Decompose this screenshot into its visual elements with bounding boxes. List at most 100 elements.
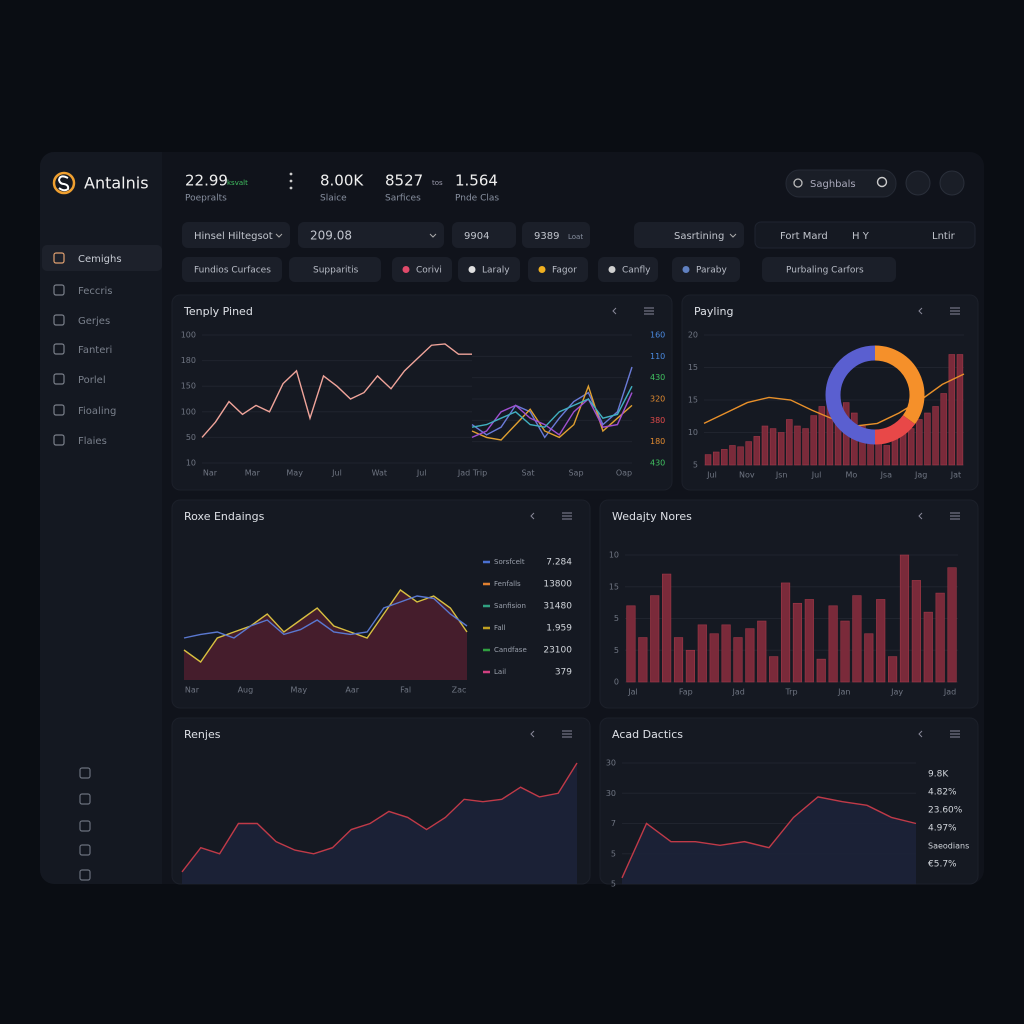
- sidebar-tool: [79, 793, 91, 805]
- panel-nav[interactable]: [918, 730, 923, 738]
- side-label: 23.60%: [928, 806, 963, 816]
- panel-menu[interactable]: [950, 512, 960, 520]
- legend-value: 7.284: [546, 558, 572, 568]
- filter-chip[interactable]: [598, 257, 658, 282]
- x-tick-label: Fal: [400, 686, 411, 695]
- bar: [818, 406, 826, 466]
- x-tick-label: Jul: [706, 471, 717, 480]
- menu-dot: [289, 179, 293, 183]
- y-tick-label: 100: [181, 331, 196, 340]
- sidebar-icon: [53, 252, 65, 264]
- filter-chip[interactable]: [762, 257, 896, 282]
- bar: [721, 449, 728, 466]
- series-line: [181, 762, 578, 873]
- stat-tag: tos: [432, 179, 443, 187]
- donut-segment: [874, 345, 925, 425]
- panel-menu[interactable]: [950, 730, 960, 738]
- search-box[interactable]: [785, 169, 897, 198]
- legend-value: 23100: [543, 646, 572, 656]
- panel: [171, 294, 673, 491]
- y-tick-label: 5: [693, 461, 698, 470]
- y-tick-label: 180: [650, 437, 665, 446]
- bar: [786, 419, 793, 466]
- filter-chip[interactable]: [182, 257, 282, 282]
- filter-chip[interactable]: [289, 257, 381, 282]
- bar: [852, 595, 862, 683]
- bar: [899, 432, 907, 466]
- x-tick-label: Aug: [238, 686, 254, 695]
- series-line: [201, 343, 472, 438]
- bar: [924, 412, 931, 466]
- series-line: [471, 366, 633, 439]
- filter-chip[interactable]: [458, 257, 520, 282]
- bar: [761, 425, 769, 466]
- filter-chip[interactable]: [298, 222, 444, 248]
- dropdown-caret: [729, 233, 737, 238]
- filter-label: Lntir: [932, 231, 956, 242]
- legend-name: Sanfision: [494, 602, 526, 610]
- x-tick-label: Nar: [203, 469, 218, 478]
- x-tick-label: Jad: [457, 469, 470, 478]
- y-tick-label: 50: [186, 433, 196, 442]
- area-fill: [622, 796, 916, 884]
- x-tick-label: Aar: [345, 686, 359, 695]
- donut-segment: [874, 414, 916, 445]
- filter-label: Purbaling Carfors: [786, 266, 864, 276]
- bar: [729, 445, 736, 466]
- bar: [662, 573, 672, 683]
- sidebar-icon: [53, 404, 65, 416]
- panel-nav[interactable]: [530, 512, 535, 520]
- filter-label: Canfly: [622, 266, 651, 276]
- icon-button[interactable]: [905, 170, 931, 196]
- filter-chip[interactable]: [522, 222, 590, 248]
- panel-nav[interactable]: [918, 307, 923, 315]
- filter-chip[interactable]: [528, 257, 588, 282]
- panel-title: Acad Dactics: [612, 728, 683, 741]
- panel-menu[interactable]: [644, 307, 654, 315]
- bar: [940, 393, 947, 466]
- sidebar-item: Fioaling: [78, 406, 116, 417]
- panel-nav[interactable]: [530, 730, 535, 738]
- filter-label: Paraby: [696, 266, 727, 276]
- menu-dot: [289, 172, 293, 176]
- bar: [745, 441, 752, 466]
- legend-name: Fall: [494, 624, 506, 632]
- panel-title: Tenply Pined: [183, 305, 253, 318]
- y-tick-label: 5: [614, 614, 619, 623]
- bar: [899, 554, 910, 683]
- y-tick-label: 7: [611, 819, 616, 828]
- filter-chip[interactable]: [672, 257, 740, 282]
- panel-nav[interactable]: [612, 307, 617, 315]
- x-tick-label: May: [286, 469, 303, 478]
- search-text: Saghbals: [810, 179, 856, 190]
- legend-name: Candfase: [494, 646, 527, 654]
- y-tick-label: 10: [186, 459, 196, 468]
- bar: [721, 624, 731, 683]
- panel-menu[interactable]: [950, 307, 960, 315]
- bar: [745, 628, 755, 683]
- stat-value: 1.564: [455, 172, 498, 190]
- stat-label: Sarfices: [385, 194, 421, 204]
- x-tick-label: Mo: [846, 471, 858, 480]
- sidebar-icon: [53, 434, 65, 446]
- filter-label: Supparitis: [313, 266, 359, 276]
- sidebar-item: Feccris: [78, 286, 112, 297]
- x-tick-label: Jul: [331, 469, 342, 478]
- chip-icon: [538, 266, 546, 273]
- x-tick-label: Jag: [914, 471, 927, 480]
- filter-chip[interactable]: [392, 257, 452, 282]
- panel-menu[interactable]: [562, 730, 572, 738]
- x-tick-label: Mar: [245, 469, 261, 478]
- y-tick-label: 5: [611, 880, 616, 889]
- sidebar-active: [42, 245, 162, 271]
- filter-chip[interactable]: [634, 222, 744, 248]
- panel-nav[interactable]: [918, 512, 923, 520]
- icon-button[interactable]: [939, 170, 965, 196]
- sidebar-item: Flaies: [78, 436, 107, 447]
- filter-chip[interactable]: [452, 222, 516, 248]
- panel-menu[interactable]: [562, 512, 572, 520]
- side-label: €5.7%: [928, 860, 957, 870]
- filter-chip[interactable]: [182, 222, 290, 248]
- area-fill: [184, 590, 467, 680]
